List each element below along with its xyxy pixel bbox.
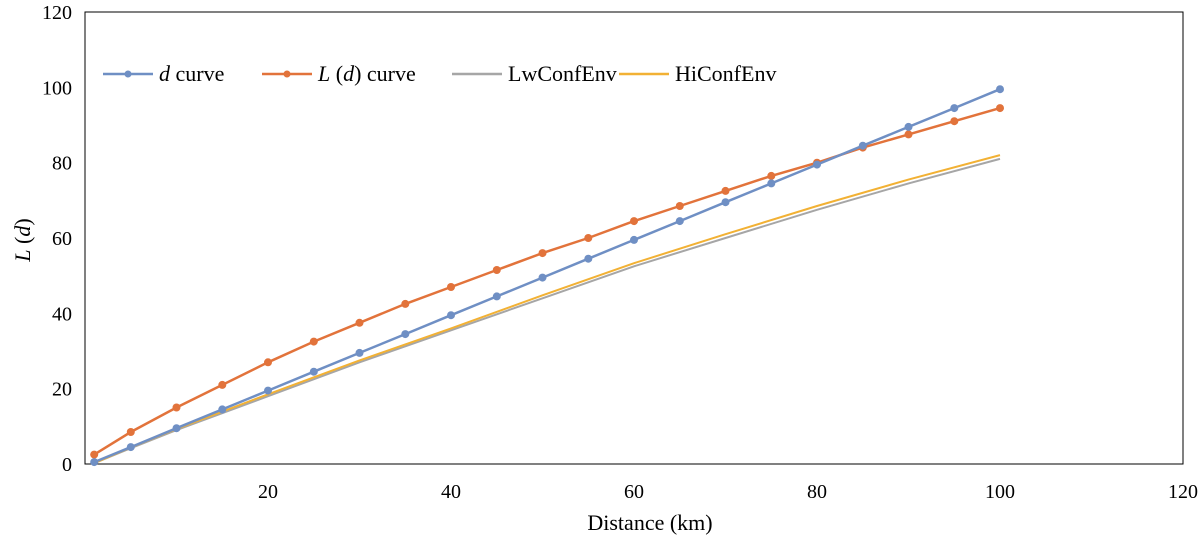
plot-area-frame [84,11,1184,465]
data-point [996,104,1004,113]
legend-marker [283,70,291,78]
data-point [721,186,730,195]
data-point [584,254,593,263]
x-tick-label: 80 [807,481,827,503]
y-tick-label: 40 [52,303,72,325]
legend-label: L (d) curve [317,61,416,86]
legend-label: d curve [159,61,224,86]
data-point [264,358,272,367]
legend-label: LwConfEnv [508,61,617,86]
data-point [721,198,730,207]
data-point [630,217,638,226]
data-point [355,318,364,327]
data-point [767,179,776,188]
series-line [93,154,1001,465]
data-point [767,171,776,180]
data-point [904,122,913,131]
data-point [126,428,135,436]
data-point [996,85,1004,94]
data-point [126,443,135,452]
data-point [264,386,272,395]
data-point [538,273,547,282]
x-tick-label: 120 [1168,481,1198,503]
data-point [492,292,501,301]
data-point [218,405,227,414]
y-tick-label: 120 [42,2,72,24]
data-point [401,330,410,339]
data-point [584,234,593,242]
x-tick-label: 20 [258,481,278,503]
y-tick-label: 20 [52,379,72,401]
data-point [950,117,959,126]
legend: d curve L (d) curve LwConfEnv HiConfEnv [103,61,776,86]
data-point [90,450,99,459]
x-tick-label: 100 [985,481,1015,503]
data-point [950,104,959,113]
series-line [93,106,1001,456]
data-point [447,283,455,291]
x-tick-label: 60 [624,481,644,503]
data-point [904,130,913,139]
data-point [813,160,821,169]
legend-label: HiConfEnv [675,61,776,86]
y-tick-label: 100 [42,77,72,99]
y-tick-label: 60 [52,228,72,250]
data-point [355,348,364,357]
data-point [858,141,867,150]
y-axis-title: L (d) [10,218,35,262]
x-axis-title: Distance (km) [587,510,712,535]
data-point [172,424,181,433]
data-point [401,299,410,308]
legend-marker [124,70,132,78]
data-point [675,217,684,226]
data-point [218,380,227,389]
data-point [675,202,684,210]
data-point [447,311,455,320]
data-point [492,266,501,274]
y-tick-label: 0 [62,454,72,476]
y-tick-label: 80 [52,153,72,175]
data-point [538,249,547,258]
data-point [309,367,318,376]
data-point [172,403,181,412]
data-point [90,458,99,467]
x-tick-label: 40 [441,481,461,503]
data-point [630,235,638,244]
series-line [93,157,1001,465]
data-point [309,337,318,346]
